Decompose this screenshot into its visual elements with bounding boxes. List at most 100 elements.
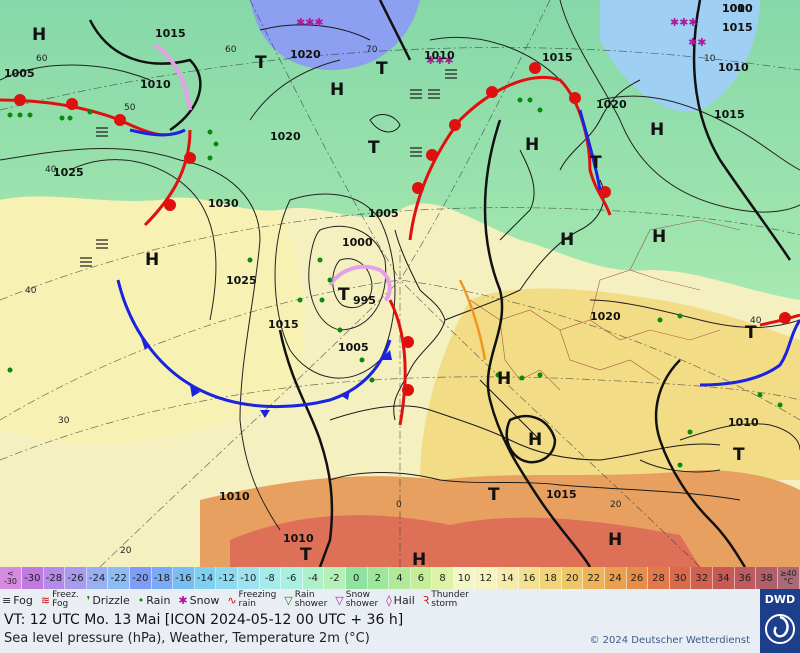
pressure-center: T [488, 485, 500, 505]
grid-label: 10 [704, 54, 716, 64]
isobar-label: 1010 [718, 61, 749, 74]
legend-drizzle: ❜ Drizzle [85, 594, 130, 607]
pressure-center: T [376, 59, 388, 79]
legend-freezing-fog: ≋ Freez. Fog [39, 591, 79, 609]
legend-thunderstorm: Ꝛ Thunder storm [421, 591, 469, 609]
logo-text: DWD [764, 593, 796, 606]
legend-label: Freezing rain [238, 590, 277, 609]
scale-high-label: ≥40 °C [777, 567, 800, 589]
grid-label: 70 [366, 45, 378, 55]
fog-symbols [80, 69, 457, 267]
scale-cell: -28 [43, 567, 66, 589]
thunderstorm-icon: Ꝛ [422, 593, 430, 607]
warm-front-scandinavia [408, 62, 612, 241]
country-borders [469, 219, 741, 391]
isobar-label: 1020 [590, 310, 621, 323]
drizzle-icon: ❜ [86, 593, 91, 607]
warm-front-north [0, 94, 186, 137]
isobar-label: 1030 [208, 197, 239, 210]
isobar-label: 1015 [542, 51, 573, 64]
scale-cell: 28 [648, 567, 670, 589]
occlusion-front [328, 264, 392, 302]
svg-text:✱✱: ✱✱ [688, 36, 706, 49]
legend-snow: ✱ Snow [176, 594, 219, 607]
map-description: Sea level pressure (hPa), Weather, Tempe… [4, 631, 370, 646]
weather-map: ✱✱✱✱✱✱✱✱✱✱✱ H H H T H H H H T T T H T T … [0, 0, 800, 567]
snow-icon: ✱ [178, 593, 188, 607]
scale-cell: -8 [259, 567, 282, 589]
pressure-center: H [32, 25, 46, 45]
isobar-label: 1025 [226, 274, 257, 287]
cold-front-scandinavia [578, 109, 602, 191]
grid-label: 40 [750, 316, 762, 326]
pressure-center: T [590, 153, 602, 173]
isobar-label: 1000 [722, 2, 753, 15]
legend-label: Hail [393, 593, 415, 607]
scale-cell: 30 [669, 567, 692, 589]
pressure-center: H [330, 80, 344, 100]
scale-cell: 32 [691, 567, 713, 589]
pressure-center-value: 995 [353, 294, 376, 307]
legend-label: Fog [13, 593, 33, 607]
cold-front-east [699, 312, 800, 387]
temperature-scale: < -30 -30 -28 -26 -24 -22 -20 -18 -16 -14 -12 -10 -8… [0, 567, 800, 589]
isobar-label: 1025 [53, 166, 84, 179]
scale-cell: 16 [518, 567, 541, 589]
pressure-center: H [145, 250, 159, 270]
grid-label: 50 [124, 103, 136, 113]
pressure-center: H [608, 530, 622, 550]
snow-symbols: ✱✱✱✱✱✱✱✱✱✱✱ [296, 16, 706, 67]
scale-cell: 26 [626, 567, 649, 589]
legend-label: Rain shower [294, 590, 328, 609]
grid-label: 40 [25, 286, 37, 296]
isobar-label: 1010 [219, 490, 250, 503]
scale-cell: -10 [237, 567, 260, 589]
freezing-fog-icon: ≋ [40, 593, 51, 607]
lat-lon-grid [0, 0, 800, 567]
legend-label: Snow shower [345, 590, 379, 609]
scale-cell: 14 [497, 567, 519, 589]
legend-fog: ≡ Fog [0, 594, 33, 607]
isobar-label: 1015 [714, 108, 745, 121]
trough-line [458, 279, 487, 361]
dwd-swirl-icon [765, 614, 795, 644]
scale-cell: -18 [151, 567, 174, 589]
pressure-center: T [338, 285, 350, 305]
svg-text:✱✱✱: ✱✱✱ [670, 16, 698, 29]
hail-icon: ◊ [386, 593, 392, 607]
scale-cell: 38 [756, 567, 778, 589]
isobar-label: 1005 [4, 67, 35, 80]
isobar-label: 1020 [596, 98, 627, 111]
scale-cell: -6 [281, 567, 303, 589]
legend-label: Thunder storm [431, 590, 469, 609]
legend-rain-shower: ▽ Rain shower [282, 591, 327, 609]
isobar-label: 1010 [424, 49, 455, 62]
svg-text:✱✱✱: ✱✱✱ [426, 54, 454, 67]
isobars-bold [88, 0, 792, 567]
isobar-label: 1000 [342, 236, 373, 249]
rain-shower-icon: ▽ [284, 593, 293, 607]
scale-cell: -20 [129, 567, 152, 589]
grid-label: 0 [396, 500, 402, 510]
pressure-center: T [255, 53, 267, 73]
grid-label: 60 [36, 54, 48, 64]
pressure-center: H [528, 430, 542, 450]
pressure-center: H [652, 227, 666, 247]
weather-legend: ≡ Fog ≋ Freez. Fog ❜ Drizzle • Rain ✱ Snow ∿ F… [0, 589, 760, 611]
isobar-label: 1010 [728, 416, 759, 429]
grid-label: 40 [45, 165, 57, 175]
scale-cell: 12 [475, 567, 498, 589]
scale-cell: 22 [583, 567, 606, 589]
pressure-center: H [497, 369, 511, 389]
scale-cell: -22 [108, 567, 130, 589]
scale-low-label: < -30 [0, 567, 22, 589]
pressure-center-value: 1010 [283, 532, 314, 545]
isobar-label: 1020 [290, 48, 321, 61]
pressure-center: H [412, 550, 426, 567]
freezing-rain-icon: ∿ [227, 593, 237, 607]
fog-icon: ≡ [2, 593, 12, 607]
cold-front-atlantic [116, 279, 392, 418]
scale-cell: 10 [453, 567, 476, 589]
pressure-center: T [745, 323, 757, 343]
isobar-label: 1005 [338, 341, 369, 354]
